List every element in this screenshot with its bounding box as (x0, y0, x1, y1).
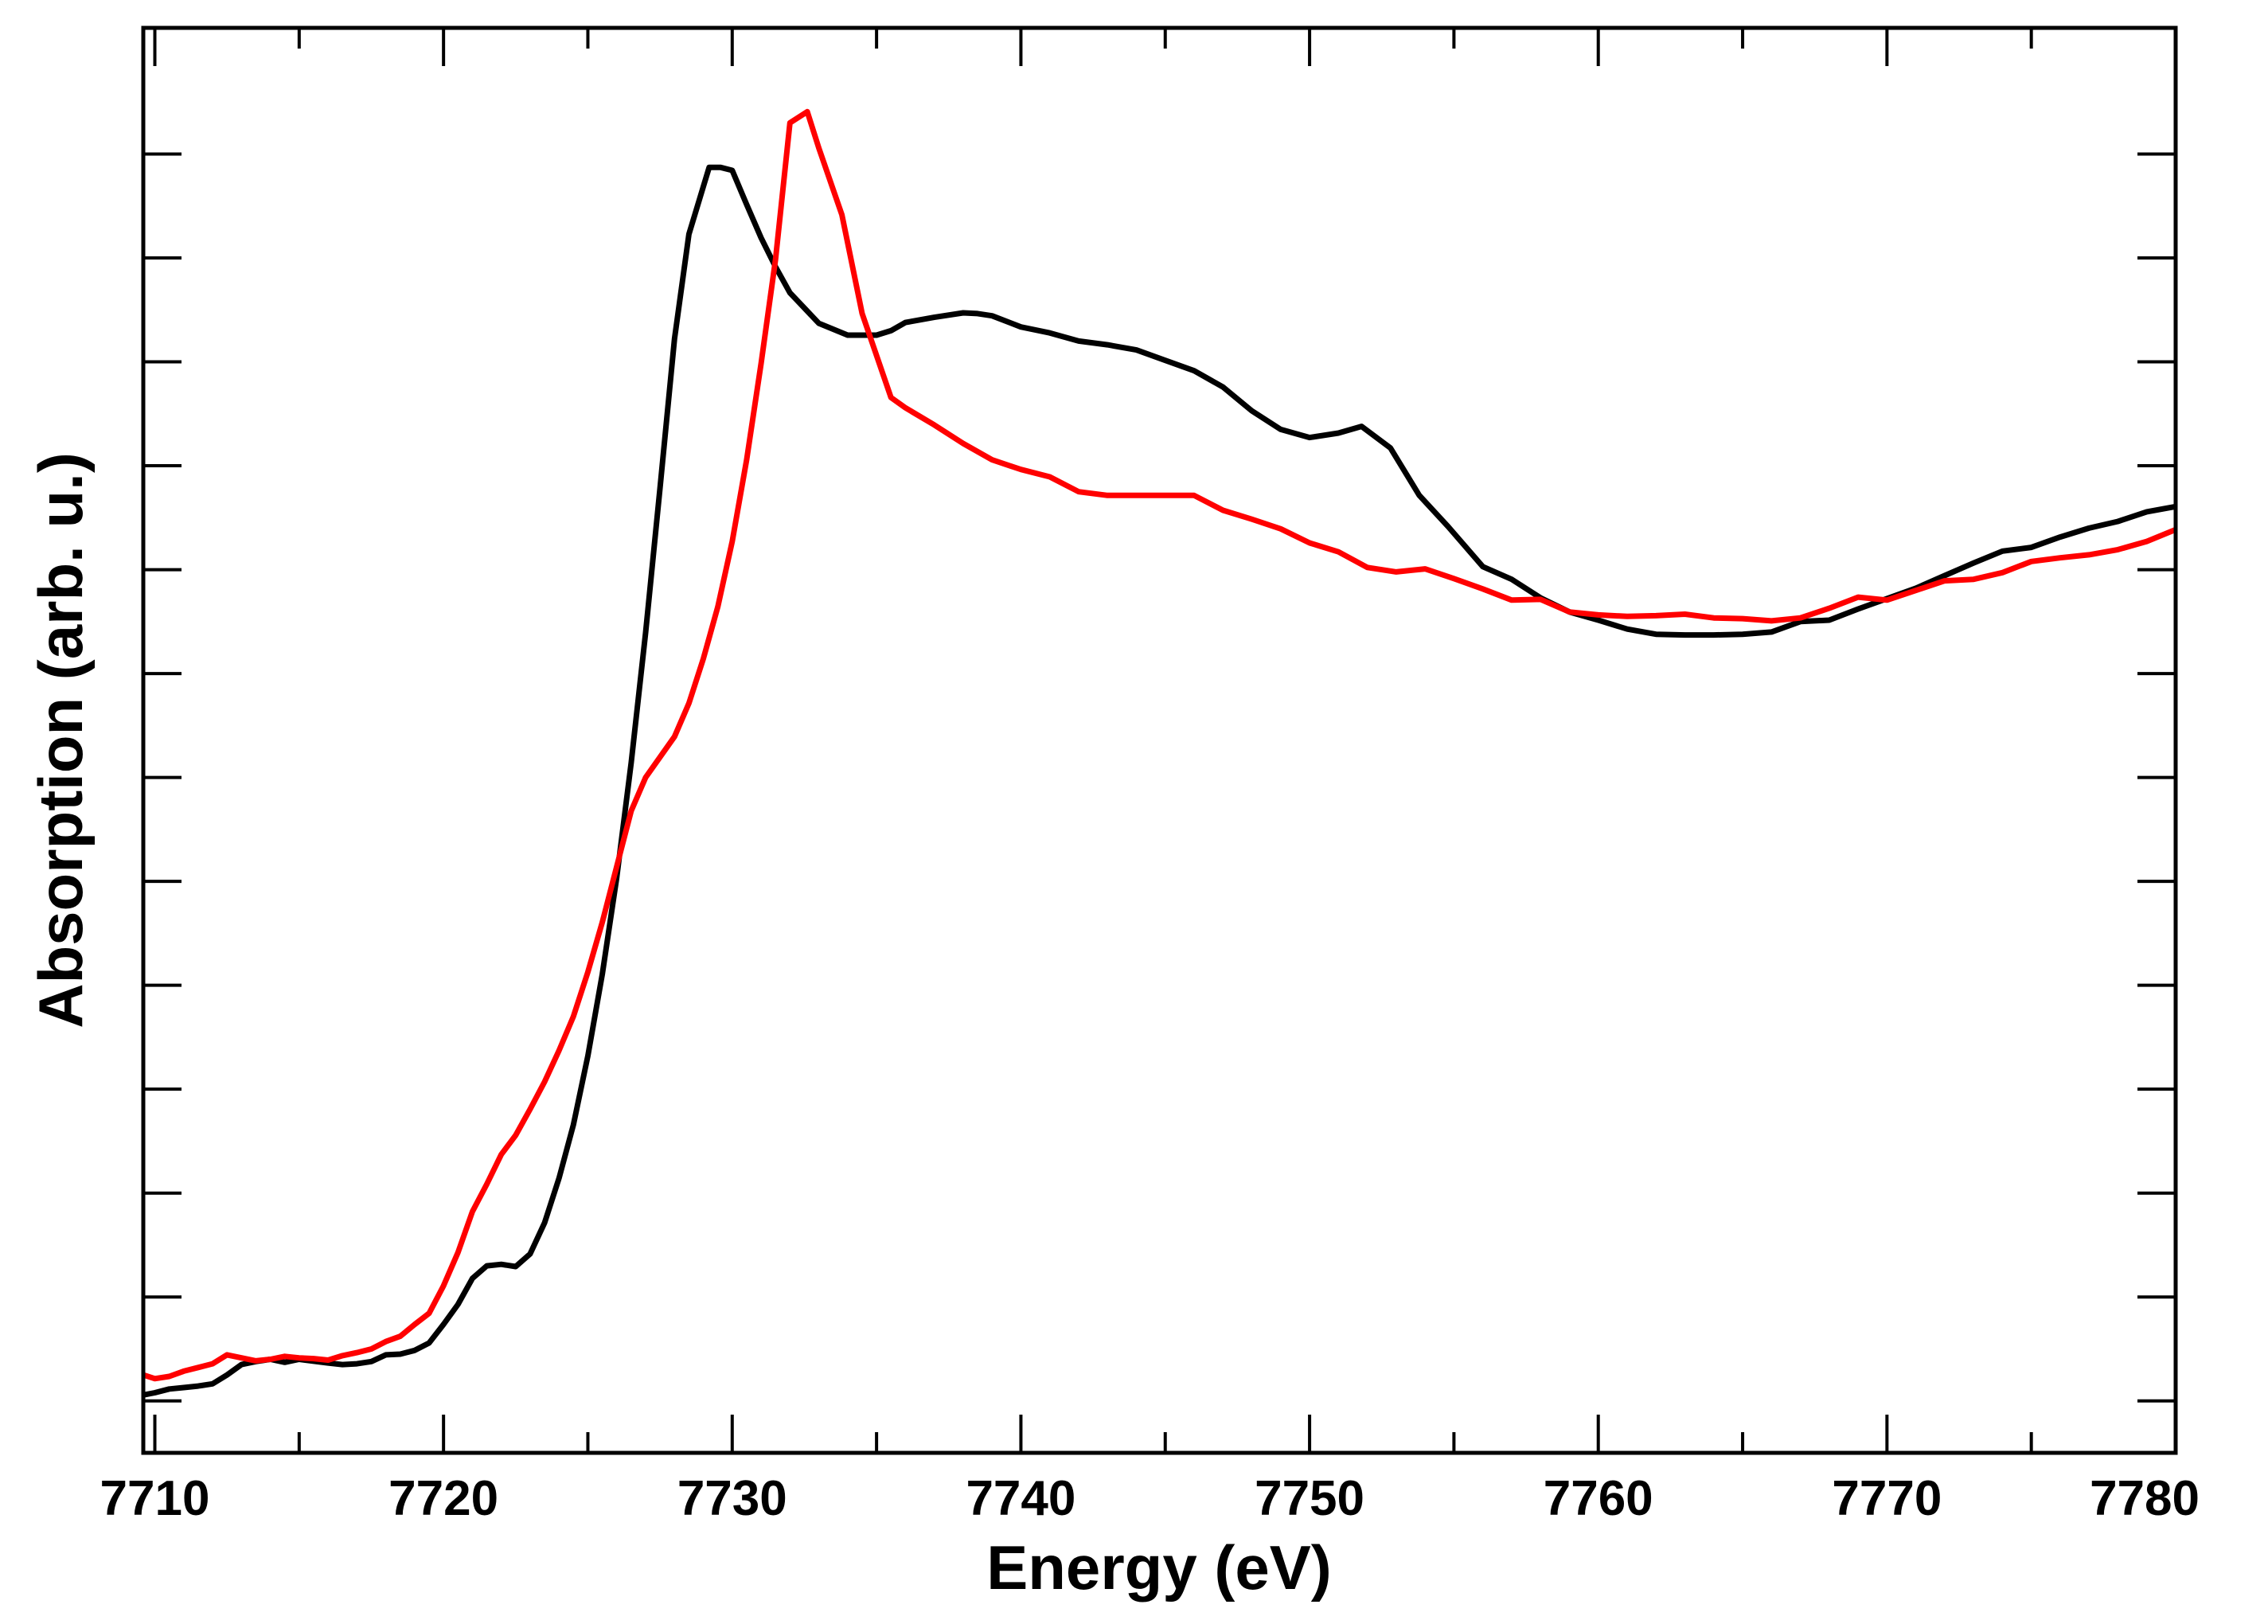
x-tick-label: 7770 (1832, 1471, 1942, 1526)
plot-frame (141, 25, 2178, 1455)
x-tick-labels: 7710 7720 7730 7740 7750 7760 7770 7780 (100, 1471, 2200, 1526)
x-tick-label: 7730 (677, 1471, 787, 1526)
x-tick-label: 7710 (100, 1471, 210, 1526)
x-axis-title: Energy (eV) (986, 1532, 1331, 1603)
x-tick-label: 7750 (1255, 1471, 1364, 1526)
x-tick-label: 7740 (966, 1471, 1075, 1526)
axis-ticks (143, 28, 2177, 1453)
y-axis-title: Absorption (arb. u.) (25, 452, 96, 1029)
x-tick-label: 7720 (388, 1471, 498, 1526)
series-line-red (143, 108, 2176, 1382)
x-tick-label: 7760 (1544, 1471, 1653, 1526)
x-tick-label: 7780 (2090, 1471, 2200, 1526)
series-line-black (143, 164, 2176, 1398)
series-layer (143, 108, 2176, 1398)
